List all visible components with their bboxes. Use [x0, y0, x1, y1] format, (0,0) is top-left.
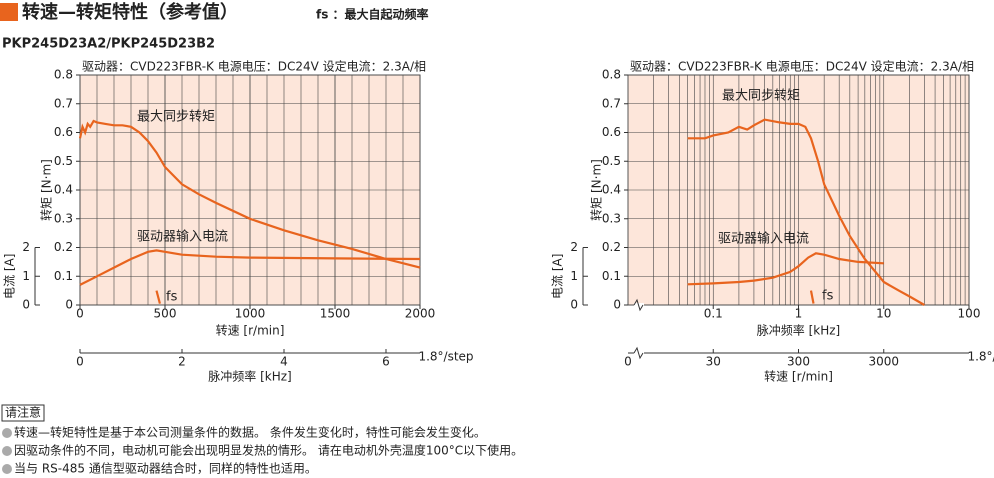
x2-note: 1.8°/step — [967, 350, 994, 364]
series-line — [79, 249, 421, 286]
y-tick-label: 0.3 — [602, 211, 621, 225]
series-label: fs — [822, 289, 834, 304]
y2-axis-title: 电流 [A] — [551, 254, 565, 299]
y-axis-title: 转矩 [N·m] — [589, 159, 604, 221]
x2-tick-label: 300 — [787, 355, 810, 369]
x-tick-label: 1000 — [235, 307, 266, 321]
y-tick-label: 0.6 — [54, 125, 73, 139]
x2-tick-label: 0 — [76, 355, 84, 369]
series-label: fs — [166, 290, 178, 305]
bullet — [2, 446, 12, 456]
y-tick-label: 0.1 — [602, 269, 621, 283]
series-label: 驱动器输入电流 — [137, 229, 228, 245]
y-tick-label: 0.7 — [602, 96, 621, 110]
y-tick-label: 0.5 — [602, 154, 621, 168]
x-tick-label: 1500 — [320, 307, 351, 321]
x-tick-label: 2000 — [405, 307, 436, 321]
series-label: 最大同步转矩 — [722, 89, 800, 104]
x2-tick-label: 4 — [280, 355, 288, 369]
y2-tick-label: 0 — [22, 298, 30, 312]
notes-heading: 请注意 — [5, 405, 41, 420]
bullet — [2, 428, 12, 438]
note-item: 转速—转矩特性是基于本公司测量条件的数据。 条件发生变化时，特性可能会发生变化。 — [14, 425, 486, 440]
y-tick-label: 0.4 — [54, 183, 73, 197]
x-axis-title: 脉冲频率 [kHz] — [757, 323, 840, 338]
x2-tick-label: 6 — [382, 355, 390, 369]
axis-break — [633, 298, 644, 312]
x2-tick-label: 3000 — [868, 355, 899, 369]
x2-note: 1.8°/step — [418, 350, 473, 364]
y2-tick-label: 0 — [570, 298, 578, 312]
x-tick-label: 0.1 — [704, 307, 723, 321]
notes-box — [1, 404, 45, 422]
page-note: fs ：最大自起动频率 — [316, 7, 429, 22]
bullet — [2, 464, 12, 474]
series-line — [809, 290, 815, 304]
x2-axis-title: 脉冲频率 [kHz] — [208, 369, 291, 384]
y2-tick-label: 1 — [570, 269, 578, 283]
y2-tick-label: 2 — [22, 240, 30, 254]
y-tick-label: 0.6 — [602, 125, 621, 139]
y-tick-label: 0.3 — [54, 211, 73, 225]
y-tick-label: 0.5 — [54, 154, 73, 168]
page-title: 转速—转矩特性（参考值） — [22, 1, 238, 23]
series-line — [687, 252, 884, 286]
x-axis-title: 转速 [r/min] — [216, 323, 285, 338]
note-item: 当与 RS-485 通信型驱动器结合时，同样的特性也适用。 — [14, 461, 317, 476]
y-tick-label: 0.4 — [602, 183, 621, 197]
series-line — [78, 119, 421, 269]
x-tick-label: 100 — [958, 307, 981, 321]
y-tick-label: 0 — [613, 298, 621, 312]
y2-tick-label: 2 — [570, 240, 578, 254]
x2-start-label: 0 — [624, 355, 632, 369]
y-tick-label: 0.1 — [54, 269, 73, 283]
series-label: 驱动器输入电流 — [718, 231, 809, 247]
x2-axis-title: 转速 [r/min] — [764, 369, 833, 384]
x-tick-label: 500 — [154, 307, 177, 321]
note-item: 因驱动条件的不同，电动机可能会出现明显发热的情形。 请在电动机外壳温度100°C… — [14, 443, 523, 458]
x2-tick-label: 2 — [178, 355, 186, 369]
axis-break — [633, 346, 644, 360]
series-line — [687, 118, 925, 306]
title-marker — [0, 3, 18, 21]
series-line — [155, 290, 161, 304]
chart-title: 驱动器：CVD223FBR-K 电源电压：DC24V 设定电流：2.3A/相 — [82, 59, 426, 74]
x-tick-label: 1 — [795, 307, 803, 321]
y2-axis-title: 电流 [A] — [3, 254, 17, 299]
series-label: 最大同步转矩 — [137, 110, 215, 125]
chart-title: 驱动器：CVD223FBR-K 电源电压：DC24V 设定电流：2.3A/相 — [630, 59, 974, 74]
x2-tick-label: 30 — [706, 355, 721, 369]
model-name: PKP245D23A2/PKP245D23B2 — [2, 37, 215, 52]
x-tick-label: 10 — [876, 307, 891, 321]
x-tick-label: 0 — [76, 307, 84, 321]
y-tick-label: 0.7 — [54, 96, 73, 110]
y2-tick-label: 1 — [22, 269, 30, 283]
y-tick-label: 0.2 — [54, 240, 73, 254]
y-tick-label: 0.8 — [54, 68, 73, 82]
y-tick-label: 0 — [65, 298, 73, 312]
y-tick-label: 0.8 — [602, 68, 621, 82]
y-tick-label: 0.2 — [602, 240, 621, 254]
y-axis-title: 转矩 [N·m] — [39, 159, 54, 221]
